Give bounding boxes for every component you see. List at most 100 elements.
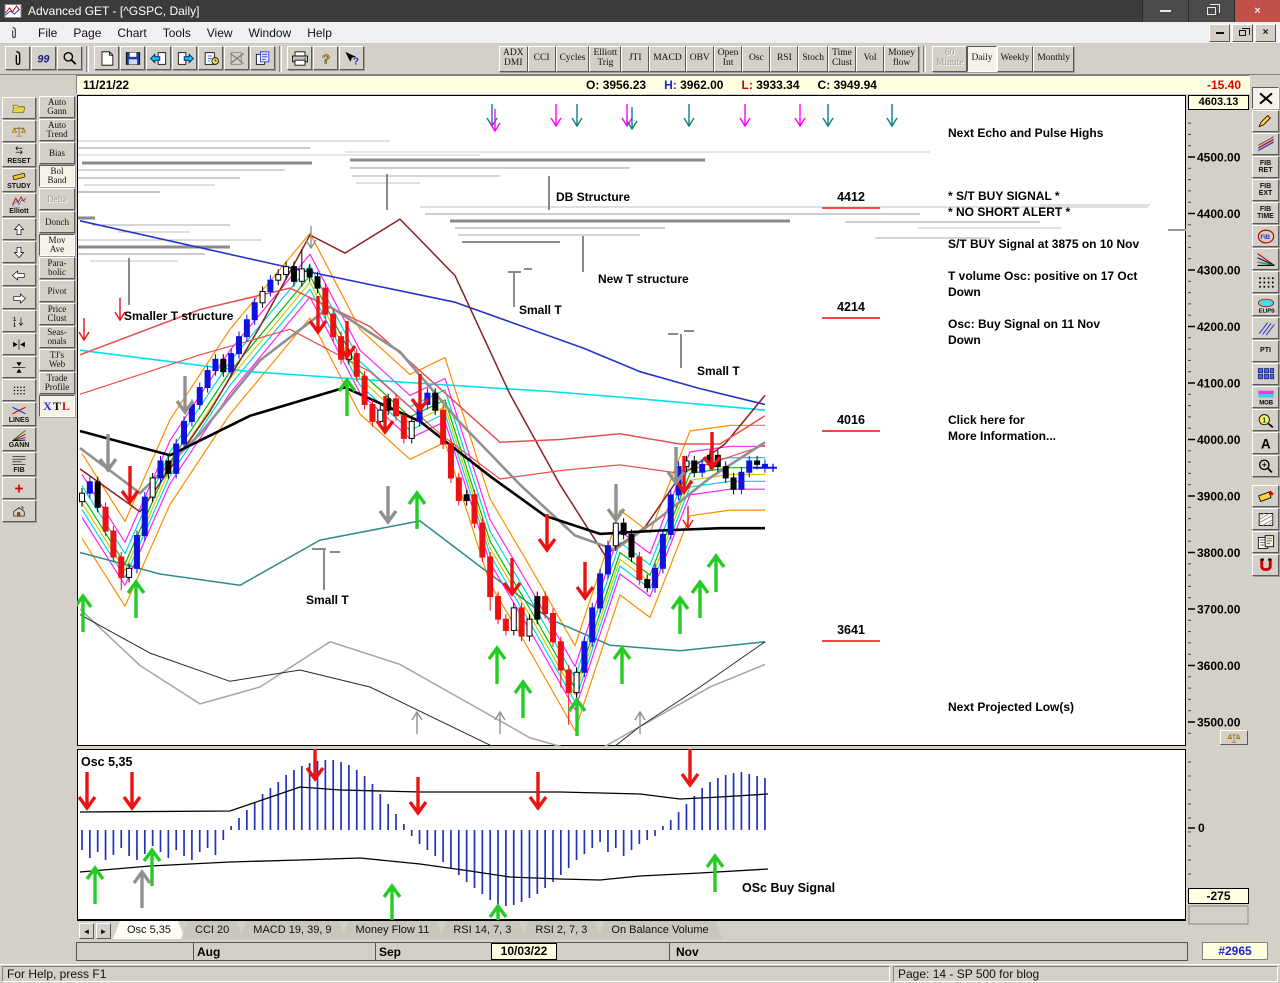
- fib-ret-button[interactable]: FIB RET: [1252, 156, 1279, 178]
- blue-grid-icon[interactable]: [1252, 363, 1279, 385]
- arrow-up-icon[interactable]: [2, 218, 36, 240]
- study-donch[interactable]: Donch: [39, 211, 75, 233]
- study-auto-gann[interactable]: Auto Gann: [39, 96, 75, 118]
- pencil-icon[interactable]: [1252, 110, 1279, 132]
- child-restore-button[interactable]: [1232, 23, 1253, 42]
- tab-rsi-2-7-3[interactable]: RSI 2, 7, 3: [521, 921, 601, 939]
- menu-help[interactable]: Help: [307, 25, 332, 40]
- eraser-icon[interactable]: [1252, 485, 1279, 507]
- print-icon[interactable]: [287, 46, 312, 70]
- next-page-icon[interactable]: [172, 46, 197, 70]
- grid-icon[interactable]: [2, 379, 36, 401]
- study-trade-profile[interactable]: Trade Profile: [39, 372, 75, 394]
- study-para--bolic[interactable]: Para-bolic: [39, 257, 75, 279]
- save-icon[interactable]: [120, 46, 145, 70]
- menu-page[interactable]: Page: [73, 25, 102, 40]
- indicator-obv[interactable]: OBV: [685, 46, 714, 72]
- study-xtl[interactable]: XTL: [39, 395, 75, 417]
- date-axis[interactable]: Aug Sep Nov 10/03/22: [76, 942, 1188, 961]
- grid2-icon[interactable]: [1252, 271, 1279, 293]
- study-tjs-web[interactable]: TJ's Web: [39, 349, 75, 371]
- study-bol-band[interactable]: Bol Band: [39, 165, 75, 187]
- menu-window[interactable]: Window: [248, 25, 292, 40]
- study-pivot[interactable]: Pivot: [39, 280, 75, 302]
- money-search-icon[interactable]: 1: [1252, 409, 1279, 431]
- indicator-jti[interactable]: JTI: [621, 46, 650, 72]
- period-weekly[interactable]: Weekly: [996, 46, 1034, 72]
- study-mov-ave[interactable]: Mov Ave: [39, 234, 75, 256]
- new-page-icon[interactable]: [94, 46, 119, 70]
- indicator-cci[interactable]: CCI: [527, 46, 556, 72]
- notes-icon[interactable]: [1252, 531, 1279, 553]
- gann-button[interactable]: GANN: [2, 427, 36, 451]
- tab-cci-20[interactable]: CCI 20: [181, 921, 243, 939]
- delete-page-icon[interactable]: [224, 46, 249, 70]
- indicator-macd[interactable]: MACD: [649, 46, 686, 72]
- tab-on-balance-volume[interactable]: On Balance Volume: [597, 921, 722, 939]
- copy-page-icon[interactable]: [250, 46, 275, 70]
- pin-icon[interactable]: [5, 46, 30, 70]
- study-bias[interactable]: Bias: [39, 142, 75, 164]
- page-setup-icon[interactable]: [198, 46, 223, 70]
- study-auto-trend[interactable]: Auto Trend: [39, 119, 75, 141]
- child-close-button[interactable]: ×: [1255, 23, 1276, 42]
- indicator-adx-dmi[interactable]: ADX DMI: [499, 46, 528, 72]
- study-price-clust[interactable]: Price Clust: [39, 303, 75, 325]
- tab-money-flow-11[interactable]: Money Flow 11: [342, 921, 444, 939]
- period-daily[interactable]: Daily: [967, 46, 997, 72]
- menu-view[interactable]: View: [206, 25, 233, 40]
- zoom-icon[interactable]: [1252, 455, 1279, 477]
- home-icon[interactable]: [2, 500, 36, 522]
- open-chart-icon[interactable]: [2, 97, 36, 119]
- compress-h-icon[interactable]: [2, 333, 36, 355]
- fib-ext-button[interactable]: FIB EXT: [1252, 179, 1279, 201]
- fib-button[interactable]: FIB: [2, 452, 36, 476]
- tab-scroll-left[interactable]: ◄: [79, 923, 94, 939]
- prev-page-icon[interactable]: [146, 46, 171, 70]
- arrow-right-icon[interactable]: [2, 287, 36, 309]
- magnet-icon[interactable]: [1252, 554, 1279, 576]
- oscillator-canvas[interactable]: Osc 5,35 OSc Buy Signal: [77, 749, 1186, 920]
- ellipse-button[interactable]: ELIPS: [1252, 294, 1279, 316]
- fib-circle-icon[interactable]: FIB: [1252, 225, 1279, 247]
- indicator-open-int[interactable]: Open Int: [713, 46, 743, 72]
- period-monthly[interactable]: Monthly: [1033, 46, 1075, 72]
- tab-scroll-right[interactable]: ►: [96, 923, 111, 939]
- arrow-down-icon[interactable]: [2, 241, 36, 263]
- study-seas--onals[interactable]: Seas-onals: [39, 326, 75, 348]
- tab-rsi-14-7-3[interactable]: RSI 14, 7, 3: [439, 921, 525, 939]
- arrow-left-icon[interactable]: [2, 264, 36, 286]
- elliott-button[interactable]: Elliott: [2, 193, 36, 217]
- price-axis[interactable]: 4500.00 4400.00 4300.00 4200.00 4100.00 4000.…: [1188, 95, 1249, 746]
- indicator-elliott-trig[interactable]: Elliott Trig: [589, 46, 622, 72]
- indicator-vol[interactable]: Vol: [856, 46, 885, 72]
- mob-button[interactable]: MOB: [1252, 386, 1279, 408]
- minimize-button[interactable]: [1142, 0, 1188, 22]
- menu-chart[interactable]: Chart: [117, 25, 147, 40]
- crosshair-icon[interactable]: [2, 477, 36, 499]
- text-tool-icon[interactable]: A: [1252, 432, 1279, 454]
- close-button[interactable]: ×: [1234, 0, 1280, 22]
- context-help-icon[interactable]: ?: [339, 46, 364, 70]
- pattern-icon[interactable]: [1252, 508, 1279, 530]
- quote-icon[interactable]: 99: [31, 46, 56, 70]
- scale-lock-button[interactable]: [1220, 730, 1248, 745]
- period-60-minute[interactable]: 60 Minute: [931, 46, 968, 72]
- indicator-stoch[interactable]: Stoch: [798, 46, 828, 72]
- fan-icon[interactable]: [1252, 248, 1279, 270]
- hatch-icon[interactable]: [1252, 317, 1279, 339]
- indicator-time-clust[interactable]: Time Clust: [828, 46, 857, 72]
- study-delta[interactable]: Delta: [39, 188, 75, 210]
- compress-v-icon[interactable]: [2, 356, 36, 378]
- indicator-cycles[interactable]: Cycles: [555, 46, 590, 72]
- child-minimize-button[interactable]: [1209, 23, 1230, 42]
- menu-file[interactable]: File: [38, 25, 58, 40]
- lines-button[interactable]: LINES: [2, 402, 36, 426]
- indicator-osc[interactable]: Osc: [742, 46, 771, 72]
- tab-osc-5-35[interactable]: Osc 5,35: [113, 921, 185, 939]
- search-icon[interactable]: [57, 46, 82, 70]
- study-button[interactable]: STUDY: [2, 168, 36, 192]
- indicator-rsi[interactable]: RSI: [770, 46, 799, 72]
